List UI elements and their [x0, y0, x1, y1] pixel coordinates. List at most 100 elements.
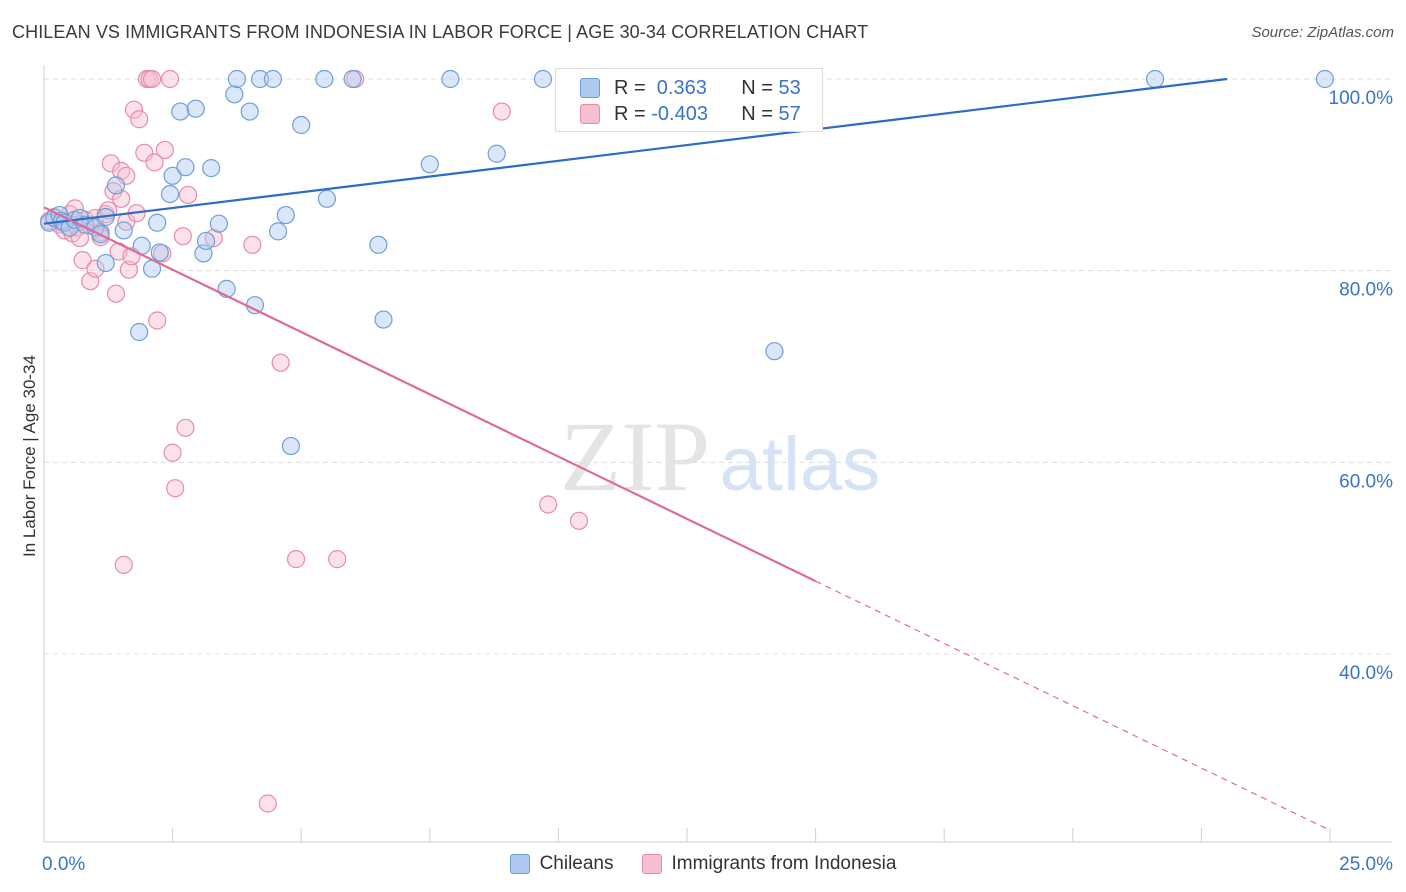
legend-r-value: 0.363 [651, 76, 707, 99]
indonesia-point-29 [124, 100, 144, 119]
chileans-point-41 [315, 69, 334, 89]
chileans-point-27 [202, 159, 221, 178]
chileans-point-34 [250, 69, 270, 89]
legend-n-label: N = [741, 76, 779, 99]
indonesia-point-36 [145, 153, 164, 172]
indonesia-point-48 [258, 794, 277, 813]
watermark: ZIP atlas [560, 401, 880, 512]
indonesia-point-49 [271, 353, 290, 372]
legend-row-chileans: R = 0.363 N = 53 [580, 77, 801, 99]
indonesia-point-42 [166, 479, 185, 498]
indonesia-point-40 [160, 69, 180, 89]
legend-swatch-indonesia [580, 104, 600, 124]
indonesia-point-24 [112, 189, 131, 208]
legend-n-value: 57 [778, 102, 801, 125]
y-tick-label-1: 80.0% [1339, 280, 1393, 301]
chileans-point-12 [106, 176, 126, 195]
chileans-point-43 [369, 235, 388, 254]
chileans-point-22 [176, 158, 195, 177]
chileans-point-46 [441, 69, 460, 89]
chileans-point-19 [150, 243, 169, 262]
watermark-zip: ZIP [560, 401, 710, 512]
tick-labels: 100.0% 80.0% 60.0% 40.0% 0.0% 25.0% [42, 88, 1393, 875]
chileans-point-40 [317, 189, 337, 208]
legend-item-chileans: Chileans [509, 853, 614, 875]
chileans-point-30 [225, 85, 244, 104]
grid-lines [44, 78, 1392, 655]
indonesia-point-31 [130, 110, 149, 129]
legend-row-indonesia: R = -0.403 N = 57 [580, 103, 801, 125]
chileans-point-47 [487, 144, 506, 163]
watermark-atlas: atlas [720, 422, 881, 507]
indonesia-point-50 [286, 550, 306, 569]
legend-swatch-chileans [580, 78, 600, 98]
indonesia-point-20 [101, 154, 120, 173]
y-tick-label-0: 100.0% [1329, 88, 1394, 109]
chileans-point-35 [263, 69, 283, 89]
indonesia-point-47 [243, 235, 262, 254]
indonesia-point-55 [569, 511, 589, 530]
legend-n-label: N = [741, 102, 779, 125]
chileans-point-38 [281, 436, 301, 456]
chileans-point-14 [96, 253, 115, 273]
chileans-point-44 [374, 310, 393, 329]
legend-r-label: R = [614, 102, 652, 125]
chileans-point-33 [245, 296, 265, 315]
indonesia-point-51 [328, 550, 347, 569]
correlation-legend: R = 0.363 N = 53 R = -0.403 N = 57 [555, 68, 823, 132]
chileans-point-36 [268, 222, 288, 241]
legend-swatch-chileans [509, 854, 530, 874]
chileans-point-42 [343, 69, 362, 89]
indonesia-point-45 [178, 185, 198, 205]
chileans-point-21 [163, 166, 182, 185]
legend-swatch-indonesia [641, 854, 662, 874]
chart-title: CHILEAN VS IMMIGRANTS FROM INDONESIA IN … [12, 22, 869, 42]
chileans-point-48 [533, 69, 553, 89]
trend-line-chileans-0 [43, 77, 1228, 225]
y-tick-label-3: 40.0% [1339, 663, 1393, 684]
trend-line-indonesia-1 [43, 206, 817, 583]
indonesia-point-56 [114, 555, 133, 574]
indonesia-point-54 [539, 495, 558, 514]
chileans-point-32 [240, 102, 259, 121]
indonesia-point-57 [106, 284, 126, 303]
source-label: Source: ZipAtlas.com [1251, 24, 1394, 41]
x-tick-label-1: 25.0% [1339, 854, 1393, 875]
series-legend: Chileans Immigrants from Indonesia [0, 852, 1406, 876]
chileans-point-28 [209, 214, 228, 233]
indonesia-point-53 [492, 102, 511, 121]
indonesia-point-39 [155, 140, 174, 160]
legend-r-label: R = [614, 76, 652, 99]
chileans-point-23 [171, 102, 190, 121]
trend-line-indonesia-2 [815, 580, 1331, 831]
legend-label-chileans: Chileans [539, 853, 614, 874]
chileans-point-39 [292, 115, 311, 135]
chileans-point-24 [186, 99, 205, 118]
axes [43, 65, 1392, 843]
chileans-point-18 [148, 213, 167, 232]
x-tick-label-0: 0.0% [42, 854, 85, 875]
chileans-point-51 [1315, 69, 1334, 89]
chileans-point-31 [227, 69, 246, 89]
indonesia-point-10 [73, 251, 92, 270]
chileans-point-16 [130, 322, 149, 342]
indonesia-point-41 [163, 443, 182, 462]
chileans-point-45 [420, 155, 439, 174]
legend-n-value: 53 [778, 76, 801, 99]
indonesia-point-16 [86, 259, 105, 278]
legend-item-indonesia: Immigrants from Indonesia [641, 853, 897, 875]
indonesia-point-27 [119, 260, 138, 279]
legend-label-indonesia: Immigrants from Indonesia [671, 853, 897, 874]
chileans-point-37 [276, 205, 295, 225]
chileans-point-20 [160, 184, 180, 204]
chileans-point-13 [114, 221, 133, 240]
indonesia-point-37 [148, 311, 167, 330]
chileans-point-49 [765, 342, 784, 361]
indonesia-point-35 [142, 69, 162, 89]
indonesia-point-43 [173, 227, 192, 246]
indonesia-point-44 [176, 418, 195, 437]
chileans-point-50 [1146, 69, 1165, 89]
legend-r-value: -0.403 [651, 102, 708, 125]
y-tick-label-2: 60.0% [1339, 471, 1393, 492]
